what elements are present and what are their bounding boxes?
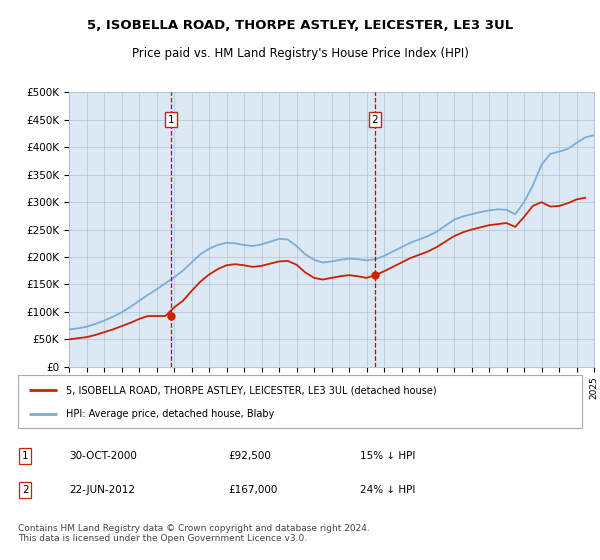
Text: £92,500: £92,500 [228,451,271,461]
Text: 15% ↓ HPI: 15% ↓ HPI [360,451,415,461]
Text: 2: 2 [371,115,378,125]
Text: 5, ISOBELLA ROAD, THORPE ASTLEY, LEICESTER, LE3 3UL: 5, ISOBELLA ROAD, THORPE ASTLEY, LEICEST… [87,18,513,32]
Text: £167,000: £167,000 [228,485,277,495]
Text: 24% ↓ HPI: 24% ↓ HPI [360,485,415,495]
Text: 22-JUN-2012: 22-JUN-2012 [69,485,135,495]
Text: 2: 2 [22,485,29,495]
FancyBboxPatch shape [18,375,582,428]
Text: 5, ISOBELLA ROAD, THORPE ASTLEY, LEICESTER, LE3 3UL (detached house): 5, ISOBELLA ROAD, THORPE ASTLEY, LEICEST… [66,385,437,395]
Text: Price paid vs. HM Land Registry's House Price Index (HPI): Price paid vs. HM Land Registry's House … [131,46,469,60]
Text: 1: 1 [22,451,29,461]
Text: 30-OCT-2000: 30-OCT-2000 [69,451,137,461]
Text: HPI: Average price, detached house, Blaby: HPI: Average price, detached house, Blab… [66,408,274,418]
Text: Contains HM Land Registry data © Crown copyright and database right 2024.
This d: Contains HM Land Registry data © Crown c… [18,524,370,543]
Text: 1: 1 [168,115,175,125]
